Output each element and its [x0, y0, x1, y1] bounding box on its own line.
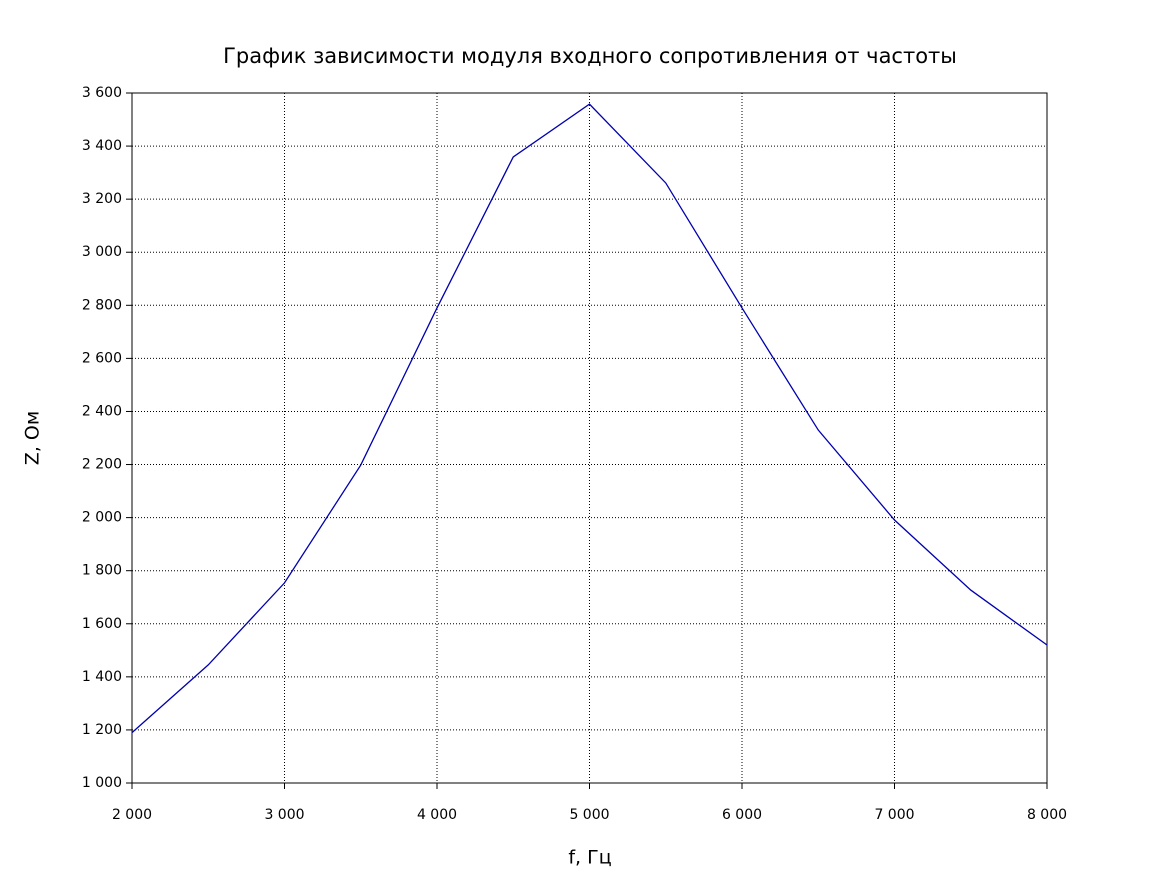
x-tick-label: 5 000	[569, 807, 609, 823]
y-tick-label: 3 000	[82, 244, 122, 260]
x-axis-label: f, Гц	[568, 847, 611, 869]
x-tick-label: 8 000	[1027, 807, 1067, 823]
y-tick-label: 2 600	[82, 350, 122, 366]
x-tick-label: 2 000	[112, 807, 152, 823]
y-tick-label: 3 200	[82, 191, 122, 207]
y-tick-label: 1 400	[82, 669, 122, 685]
y-tick-label: 2 000	[82, 510, 122, 526]
y-tick-label: 3 600	[82, 85, 122, 101]
y-tick-label: 1 600	[82, 616, 122, 632]
y-tick-label: 1 000	[82, 775, 122, 791]
x-tick-label: 7 000	[874, 807, 914, 823]
y-tick-label: 1 800	[82, 563, 122, 579]
y-tick-label: 2 400	[82, 403, 122, 419]
data-line	[131, 103, 1048, 734]
x-tick-label: 4 000	[417, 807, 457, 823]
x-tick-label: 3 000	[264, 807, 304, 823]
y-tick-label: 2 800	[82, 297, 122, 313]
y-tick-label: 3 400	[82, 138, 122, 154]
x-tick-label: 6 000	[722, 807, 762, 823]
y-tick-label: 1 200	[82, 722, 122, 738]
plot-frame	[131, 92, 1048, 784]
chart-title: График зависимости модуля входного сопро…	[223, 44, 957, 68]
y-tick-label: 2 200	[82, 457, 122, 473]
y-axis-label: Z, Ом	[22, 411, 44, 465]
